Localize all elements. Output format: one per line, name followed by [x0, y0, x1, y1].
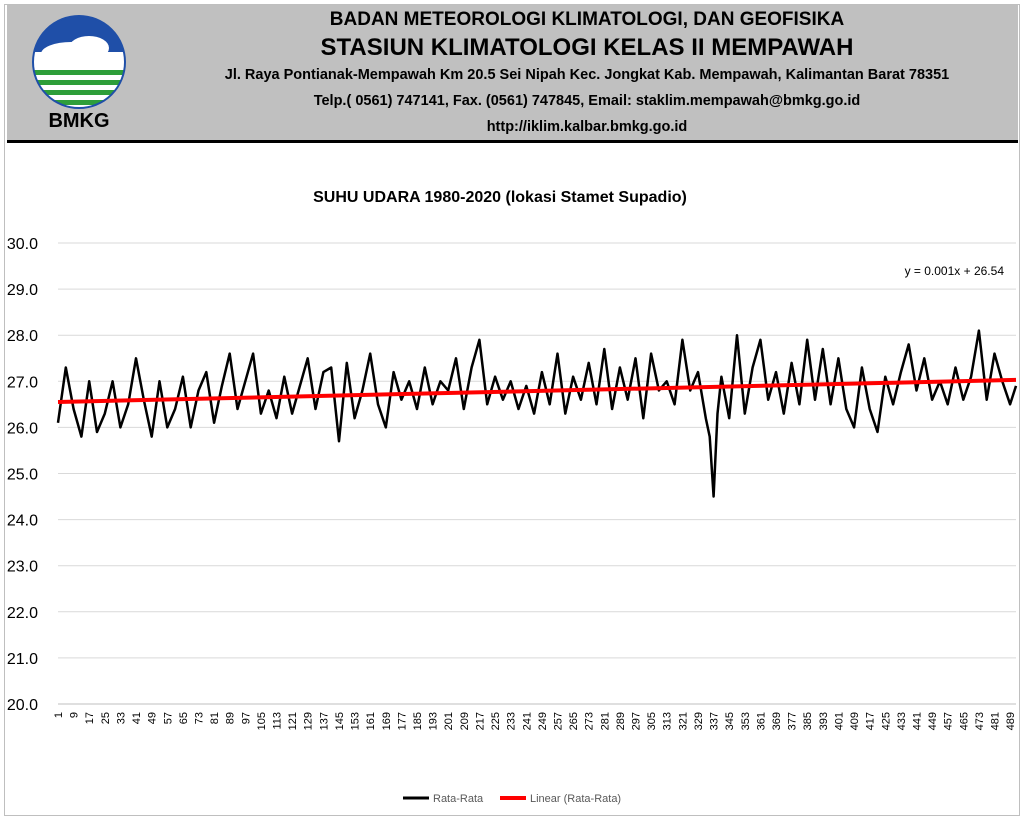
x-tick-label: 257	[552, 712, 564, 730]
x-tick-label: 409	[849, 712, 861, 730]
chart-legend: Rata-Rata Linear (Rata-Rata)	[403, 793, 621, 805]
station-website: http://iklim.kalbar.bmkg.go.id	[486, 119, 688, 135]
x-tick-label: 57	[162, 712, 174, 724]
x-tick-label: 481	[990, 712, 1002, 730]
x-tick-label: 377	[787, 712, 799, 730]
y-tick-label: 28.0	[7, 328, 38, 345]
x-tick-label: 305	[646, 712, 658, 730]
x-tick-label: 81	[209, 712, 221, 724]
y-axis: 20.0 21.0 22.0 23.0 24.0 25.0 26.0 27.0 28.0 29.0…	[7, 236, 38, 714]
x-tick-label: 33	[115, 712, 127, 724]
x-tick-label: 137	[318, 712, 330, 730]
series-line-rata-rata	[56, 329, 1018, 498]
x-tick-label: 441	[911, 712, 923, 730]
y-tick-label: 29.0	[7, 282, 38, 299]
x-tick-label: 153	[350, 712, 362, 730]
x-tick-label: 177	[396, 712, 408, 730]
y-tick-label: 30.0	[7, 236, 38, 253]
report-header: BMKG BADAN METEOROLOGI KLIMATOLOGI, DAN …	[7, 4, 1018, 143]
x-tick-label: 361	[755, 712, 767, 730]
x-tick-label: 65	[178, 712, 190, 724]
x-tick-label: 425	[880, 712, 892, 730]
x-tick-label: 161	[365, 712, 377, 730]
x-tick-label: 369	[771, 712, 783, 730]
x-tick-label: 233	[506, 712, 518, 730]
x-tick-label: 89	[225, 712, 237, 724]
x-tick-label: 17	[84, 712, 96, 724]
y-tick-label: 26.0	[7, 420, 38, 437]
x-tick-label: 297	[631, 712, 643, 730]
x-tick-label: 281	[599, 712, 611, 730]
x-tick-label: 113	[272, 712, 284, 730]
x-tick-label: 417	[865, 712, 877, 730]
x-tick-label: 129	[303, 712, 315, 730]
x-tick-label: 193	[428, 712, 440, 730]
chart-series	[56, 329, 1018, 498]
y-tick-label: 24.0	[7, 513, 38, 530]
x-tick-label: 49	[147, 712, 159, 724]
x-tick-label: 489	[1005, 712, 1017, 730]
y-tick-label: 27.0	[7, 374, 38, 391]
x-tick-label: 97	[240, 712, 252, 724]
trend-equation: y = 0.001x + 26.54	[905, 264, 1005, 278]
x-tick-label: 185	[412, 712, 424, 730]
x-tick-label: 217	[474, 712, 486, 730]
logo-text: BMKG	[48, 110, 110, 132]
x-tick-label: 313	[662, 712, 674, 730]
x-tick-label: 337	[709, 712, 721, 730]
trend-line-linear	[57, 377, 1017, 404]
station-name: STASIUN KLIMATOLOGI KELAS II MEMPAWAH	[320, 34, 854, 61]
x-tick-label: 41	[131, 712, 143, 724]
legend-label: Linear (Rata-Rata)	[530, 793, 621, 805]
x-axis: 1 9 17 25 33 41 49 57 65 73 81 89 97 105 113 121 129 137 1…	[53, 712, 1017, 730]
x-tick-label: 385	[802, 712, 814, 730]
y-tick-label: 23.0	[7, 559, 38, 576]
x-tick-label: 121	[287, 712, 299, 730]
y-tick-label: 22.0	[7, 605, 38, 622]
agency-name: BADAN METEOROLOGI KLIMATOLOGI, DAN GEOFI…	[329, 9, 845, 30]
y-tick-label: 20.0	[7, 697, 38, 714]
bmkg-logo-icon	[32, 15, 126, 109]
x-tick-label: 401	[833, 712, 845, 730]
x-tick-label: 289	[615, 712, 627, 730]
x-tick-label: 145	[334, 712, 346, 730]
bmkg-logo: BMKG	[31, 14, 127, 134]
y-tick-label: 25.0	[7, 467, 38, 484]
x-tick-label: 457	[943, 712, 955, 730]
x-tick-label: 209	[459, 712, 471, 730]
x-tick-label: 9	[69, 712, 81, 718]
x-tick-label: 105	[256, 712, 268, 730]
x-tick-label: 25	[100, 712, 112, 724]
x-tick-label: 201	[443, 712, 455, 730]
station-contact: Telp.( 0561) 747141, Fax. (0561) 747845,…	[313, 93, 861, 109]
chart-grid	[58, 242, 1016, 705]
x-tick-label: 321	[677, 712, 689, 730]
x-tick-label: 273	[584, 712, 596, 730]
x-tick-label: 345	[724, 712, 736, 730]
x-tick-label: 241	[521, 712, 533, 730]
x-tick-label: 225	[490, 712, 502, 730]
legend-label: Rata-Rata	[433, 793, 484, 805]
x-tick-label: 1	[53, 712, 65, 718]
x-tick-label: 393	[818, 712, 830, 730]
x-tick-label: 465	[958, 712, 970, 730]
station-address: Jl. Raya Pontianak-Mempawah Km 20.5 Sei …	[224, 67, 950, 83]
x-tick-label: 329	[693, 712, 705, 730]
x-tick-label: 449	[927, 712, 939, 730]
x-tick-label: 433	[896, 712, 908, 730]
y-tick-label: 21.0	[7, 651, 38, 668]
x-tick-label: 73	[193, 712, 205, 724]
chart-title: SUHU UDARA 1980-2020 (lokasi Stamet Supa…	[313, 189, 687, 206]
x-tick-label: 353	[740, 712, 752, 730]
x-tick-label: 249	[537, 712, 549, 730]
x-tick-label: 265	[568, 712, 580, 730]
x-tick-label: 169	[381, 712, 393, 730]
x-tick-label: 473	[974, 712, 986, 730]
